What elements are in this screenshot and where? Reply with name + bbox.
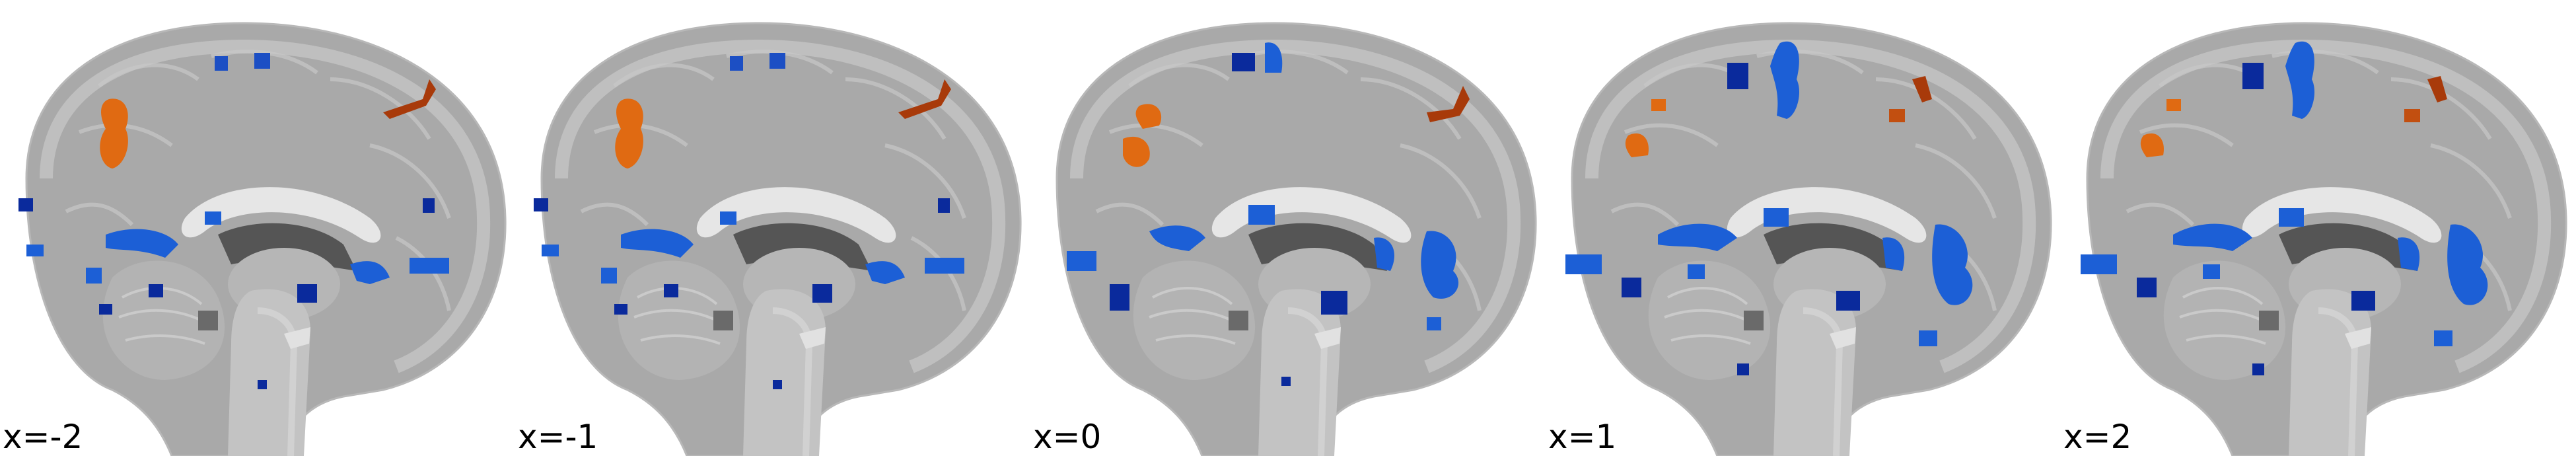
sagittal-brain-slice <box>18 0 515 456</box>
slice-panel-x-1: x=1 <box>1546 0 2061 456</box>
slice-panel-x-neg1: x=-1 <box>515 0 1030 456</box>
sagittal-brain-slice <box>534 0 1030 456</box>
sagittal-brain-slice <box>1565 0 2061 456</box>
slice-panel-x-2: x=2 <box>2061 0 2576 456</box>
slice-coordinate-label: x=0 <box>1033 418 1102 456</box>
slice-panel-x-neg2: x=-2 <box>0 0 515 456</box>
slice-panel-x-0: x=0 <box>1030 0 1546 456</box>
slice-coordinate-label: x=-1 <box>518 418 598 456</box>
slice-coordinate-label: x=2 <box>2063 418 2132 456</box>
sagittal-brain-slice <box>1030 0 1546 456</box>
slice-coordinate-label: x=1 <box>1548 418 1617 456</box>
slice-coordinate-label: x=-2 <box>3 418 83 456</box>
sagittal-brain-slice <box>2081 0 2576 456</box>
